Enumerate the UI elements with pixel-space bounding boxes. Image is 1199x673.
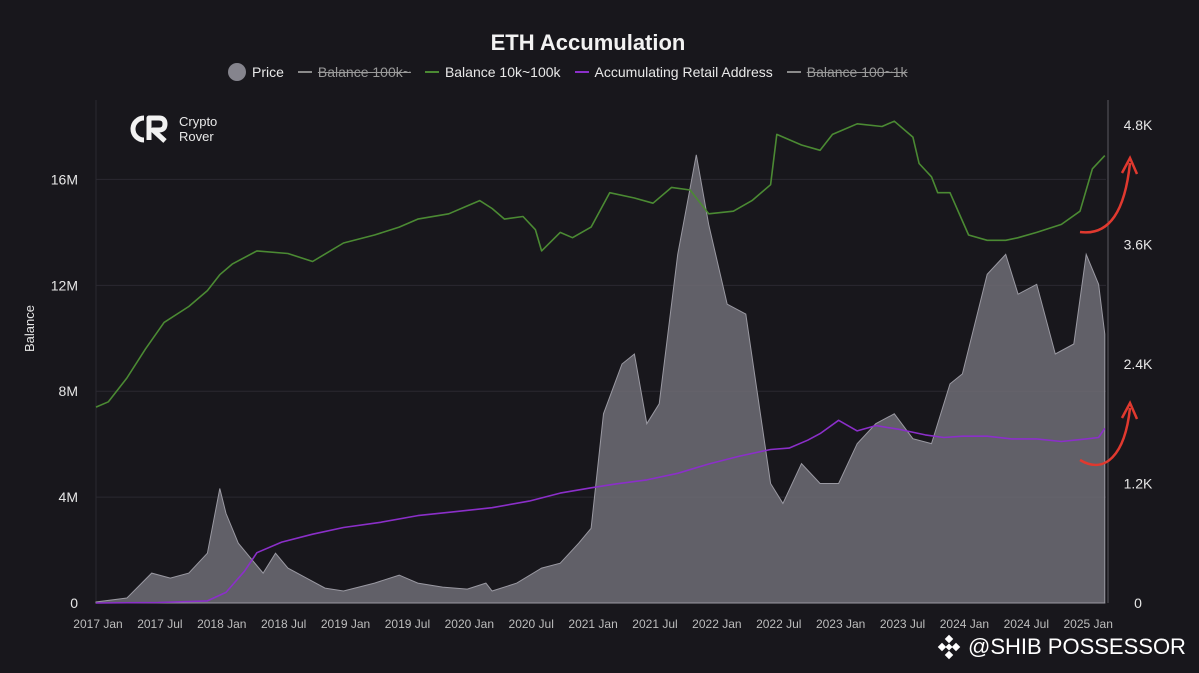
x-tick-label: 2023 Jan bbox=[816, 617, 865, 631]
logo-line-1: Crypto bbox=[179, 114, 218, 129]
legend-dot-marker bbox=[228, 63, 246, 81]
price-area bbox=[95, 154, 1106, 604]
watermark: @SHIB POSSESSOR bbox=[936, 634, 1186, 660]
legend-line-marker bbox=[574, 71, 589, 73]
legend: Price Balance 100k~ Balance 10k~100k Accumu… bbox=[228, 62, 922, 82]
legend-item[interactable]: Balance 100~1k bbox=[786, 64, 908, 80]
legend-item[interactable]: Balance 10k~100k bbox=[424, 64, 561, 80]
x-tick-label: 2020 Jul bbox=[509, 617, 554, 631]
arrow-up-lower bbox=[1079, 407, 1132, 467]
y-left-tick-label: 16M bbox=[51, 171, 78, 187]
x-tick-label: 2017 Jan bbox=[73, 617, 122, 631]
price-area-series bbox=[95, 154, 1106, 604]
chart-title: ETH Accumulation bbox=[490, 30, 686, 55]
y-left-tick-label: 8M bbox=[59, 383, 78, 399]
legend-label: Price bbox=[252, 64, 284, 80]
x-tick-label: 2021 Jul bbox=[632, 617, 677, 631]
y-left-tick-label: 4M bbox=[59, 489, 78, 505]
legend-label: Balance 100~1k bbox=[806, 64, 908, 80]
legend-line-marker bbox=[424, 71, 439, 73]
x-tick-label: 2024 Jan bbox=[940, 617, 989, 631]
legend-line-marker bbox=[786, 71, 801, 73]
x-axis: 2017 Jan 2017 Jul 2018 Jan 2018 Jul 2019 Jan… bbox=[73, 617, 1113, 631]
y-axis-label: Balance bbox=[22, 305, 37, 352]
annotation-arrows bbox=[1079, 155, 1139, 467]
crypto-rover-logo: Crypto Rover bbox=[127, 114, 217, 144]
x-tick-label: 2022 Jan bbox=[692, 617, 741, 631]
y-left-tick-label: 12M bbox=[51, 277, 78, 293]
x-tick-label: 2024 Jul bbox=[1004, 617, 1049, 631]
x-tick-label: 2022 Jul bbox=[756, 617, 801, 631]
diamond-logo-icon bbox=[937, 634, 961, 660]
x-tick-label: 2019 Jan bbox=[321, 617, 370, 631]
y-left-tick-label: 0 bbox=[70, 595, 78, 611]
x-tick-label: 2018 Jul bbox=[261, 617, 306, 631]
y-right-tick-label: 1.2K bbox=[1124, 475, 1153, 491]
cr-logo-icon bbox=[130, 115, 168, 143]
legend-line-marker bbox=[297, 71, 312, 73]
y-axis-right: 0 1.2K 2.4K 3.6K 4.8K bbox=[1124, 117, 1153, 611]
arrowhead-upper bbox=[1120, 155, 1139, 175]
x-tick-label: 2021 Jan bbox=[568, 617, 617, 631]
x-tick-label: 2023 Jul bbox=[880, 617, 925, 631]
y-axis-left: 0 4M 8M 12M 16M bbox=[51, 171, 78, 611]
legend-label: Accumulating Retail Address bbox=[594, 64, 773, 80]
x-tick-label: 2018 Jan bbox=[197, 617, 246, 631]
legend-item[interactable]: Accumulating Retail Address bbox=[574, 64, 773, 80]
accumulating-retail-address-line bbox=[95, 419, 1106, 604]
watermark-text: @SHIB POSSESSOR bbox=[968, 634, 1186, 659]
legend-label: Balance 10k~100k bbox=[444, 64, 561, 80]
x-tick-label: 2019 Jul bbox=[385, 617, 430, 631]
legend-item[interactable]: Balance 100k~ bbox=[297, 64, 411, 80]
legend-item[interactable]: Price bbox=[228, 63, 284, 81]
legend-label: Balance 100k~ bbox=[317, 64, 411, 80]
y-right-tick-label: 2.4K bbox=[1124, 356, 1153, 372]
balance-10k-100k-line bbox=[95, 120, 1106, 408]
y-right-tick-label: 4.8K bbox=[1124, 117, 1153, 133]
x-tick-label: 2025 Jan bbox=[1064, 617, 1113, 631]
y-right-tick-label: 3.6K bbox=[1124, 236, 1153, 252]
arrow-up-upper bbox=[1079, 162, 1132, 234]
logo-line-2: Rover bbox=[179, 129, 214, 144]
arrowhead-lower bbox=[1120, 400, 1139, 420]
y-right-tick-label: 0 bbox=[1134, 595, 1142, 611]
x-tick-label: 2017 Jul bbox=[137, 617, 182, 631]
line-series bbox=[95, 120, 1106, 604]
x-tick-label: 2020 Jan bbox=[445, 617, 494, 631]
